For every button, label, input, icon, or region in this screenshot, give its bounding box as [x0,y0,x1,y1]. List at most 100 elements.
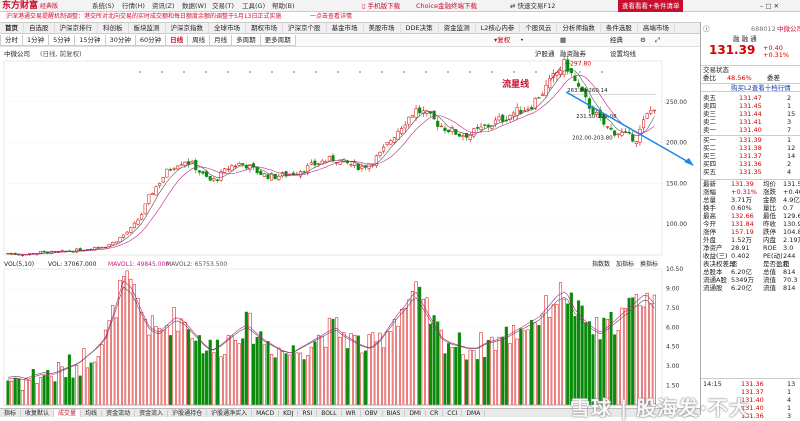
indicator-tab-9[interactable]: KDJ [279,410,299,417]
indicator-tab-12[interactable]: WR [342,410,361,417]
indicator-tab-14[interactable]: BIAS [383,410,406,417]
nav-item-11[interactable]: DDE决策 [401,23,439,33]
indicator-tab-6[interactable]: 沪股通持仓 [168,410,208,417]
tab-hsgt[interactable]: 沪股通 [535,49,555,58]
nav-item-3[interactable]: 科创板 [98,23,129,33]
tab-margin[interactable]: 融资融券 [560,49,587,58]
period-tab-9[interactable]: 多周期 [231,35,261,46]
indicator-tab-5[interactable]: 资金流入 [135,410,169,417]
period-tab-8[interactable]: 月线 [209,35,233,46]
indicator-tab-2[interactable]: 成交量 [54,410,82,417]
nav-item-4[interactable]: 板块监测 [129,23,166,33]
candle-body [602,114,606,125]
indicator-tab-15[interactable]: DMI [405,410,426,417]
vol-btn-2[interactable]: 换指标 [640,260,658,268]
checklist-button[interactable]: 查看看看+条件清单 [618,0,684,12]
stat-label: 今开 [703,220,716,228]
indicator-tab-4[interactable]: 资金流动 [102,410,136,417]
indicator-tab-13[interactable]: OBV [361,410,383,417]
notice-text: 沪深港通交易提醒机制调整：港交所对北向交易的实时成交额和每日额度余额的调整于5月… [6,13,282,20]
period-tab-7[interactable]: 周线 [187,35,211,46]
full-label[interactable]: 经典 [610,36,623,44]
minimize-icon[interactable]: – [760,2,764,10]
nav-item-8[interactable]: 沪深京个股 [283,23,327,33]
phone-download[interactable]: ▯ 手机版下载 [362,2,401,10]
volume-bar [262,344,266,406]
nav-item-6[interactable]: 全球市场 [209,23,246,33]
nav-item-0[interactable]: 首页 [0,23,24,33]
menu-system[interactable]: 系统(S) [92,2,115,10]
stock-badge: 融 融 通 [733,35,757,43]
volume-bar [31,369,35,406]
volume-tick-label: 3.00 [666,363,680,370]
menu-data[interactable]: 数据(W) [182,2,207,10]
period-tab-0[interactable]: 分时 [0,35,23,46]
nav-item-14[interactable]: 个股风云 [520,23,558,33]
menu-help[interactable]: 帮助(B) [272,2,295,10]
close-icon[interactable]: ✕ [773,2,780,10]
indicator-tab-11[interactable]: BOLL [317,410,342,417]
tab-settings-ma[interactable]: 设置均线 [610,49,637,58]
period-tab-1[interactable]: 1分钟 [22,35,50,46]
nav-item-9[interactable]: 基金市场 [327,23,364,33]
candlestick-chart[interactable]: 中微公司 (日线, 前复权) 沪股通 融资融券 设置均线 250.00 200.0… [0,47,700,417]
menu-quote[interactable]: 行情(H) [122,2,145,10]
indicator-tab-3[interactable]: 均线 [81,410,103,417]
nav-item-17[interactable]: 高端市场 [638,23,675,33]
nav-item-10[interactable]: 美股市场 [364,23,401,33]
nav-item-15[interactable]: 分析师指数 [557,23,601,33]
volume-bar [378,332,382,406]
period-tab-6[interactable]: 日线 [165,35,189,46]
period-tab-4[interactable]: 30分钟 [104,35,136,46]
period-tab-2[interactable]: 5分钟 [48,35,76,46]
candle-body [161,177,165,183]
nav-item-12[interactable]: 资金监测 [439,23,476,33]
nav-item-16[interactable]: 条件选股 [601,23,638,33]
stat-label-2: 流值 [763,276,776,284]
l2-link[interactable]: 购买L2查看十档行情 [701,83,800,92]
maximize-icon[interactable]: □ [765,2,772,10]
menu-news[interactable]: 资讯(Z) [152,2,175,10]
indicator-tab-10[interactable]: RSI [298,410,318,417]
window-controls[interactable]: – □ ✕ [760,0,779,12]
candle-body [237,163,241,166]
volume-bar [284,353,288,406]
nav-item-13[interactable]: L2核心内参 [476,23,521,33]
candle-body [96,246,100,249]
menu-trade[interactable]: 交易(T) [212,2,235,10]
period-tab-10[interactable]: 更多周期 [259,35,296,46]
nav-item-1[interactable]: 自选股 [24,23,55,33]
stat-value: 6.20亿 [731,284,752,292]
adjust-dropdown[interactable]: ▾复权 [494,36,511,44]
indicator-tab-8[interactable]: MACD [252,410,280,417]
period-tab-5[interactable]: 60分钟 [134,35,167,46]
candle-body [522,110,526,112]
stat-row: 最高 132.66 最低 129.6 [701,212,800,220]
gear-icon[interactable]: ⚙ [640,36,646,44]
indicator-tab-7[interactable]: 沪股通净买入 [207,410,253,417]
mavol1-line [7,280,655,381]
indicator-tab-0[interactable]: 指标 [0,410,22,417]
stat-value: 0.402 [731,252,750,260]
expand-icon[interactable]: ⤢ [655,36,661,44]
period-tab-3[interactable]: 15分钟 [74,35,106,46]
volume-bar [623,308,628,406]
quick-trade[interactable]: ⇄ 快速交易F12 [510,2,556,10]
nav-item-5[interactable]: 沪深京指数 [166,23,209,33]
nav-item-2[interactable]: 沪深京排行 [55,23,98,33]
ma-settings[interactable]: ▦ [560,36,567,44]
indicator-tab-18[interactable]: DMA [462,410,486,417]
stat-value: 3.71万 [731,196,752,204]
notice-link[interactable]: 一点击查看详情 [310,13,353,20]
menu-tools[interactable]: 工具(G) [242,2,266,10]
indicator-tab-1[interactable]: 收复默认 [21,410,55,417]
event-marker [205,71,207,73]
vol-btn-0[interactable]: 指数数 [592,260,610,268]
choice-download[interactable]: Choice金融终端下载 [416,2,478,10]
stat-value-2: 244 [783,252,796,260]
notice-bar[interactable]: 沪深港通交易提醒机制调整：港交所对北向交易的实时成交额和每日额度余额的调整于5月… [0,12,560,22]
indicator-tab-17[interactable]: CCI [443,410,463,417]
nav-item-7[interactable]: 期权市场 [246,23,283,33]
vol-btn-1[interactable]: 加指标 [616,260,634,268]
indicator-tab-16[interactable]: CR [426,410,444,417]
